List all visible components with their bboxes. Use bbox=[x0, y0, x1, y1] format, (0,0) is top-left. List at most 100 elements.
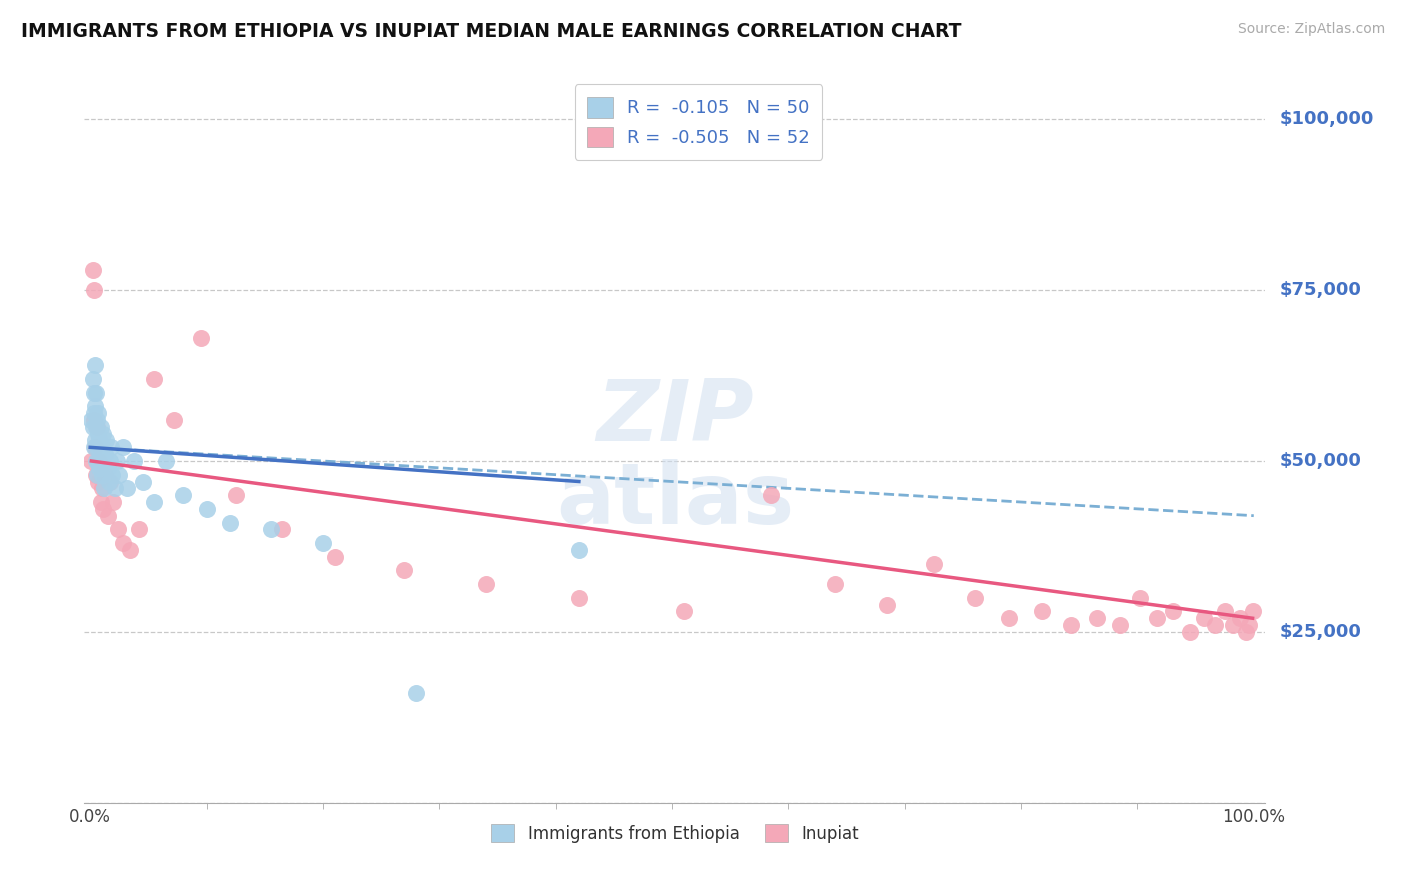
Point bbox=[91, 426, 114, 441]
Point bbox=[83, 434, 105, 448]
Point bbox=[87, 475, 110, 489]
Point bbox=[84, 467, 107, 482]
Point bbox=[143, 495, 166, 509]
Point bbox=[117, 481, 139, 495]
Point bbox=[259, 522, 281, 536]
Point bbox=[100, 440, 122, 454]
Point bbox=[89, 460, 111, 475]
Point bbox=[131, 475, 153, 489]
Point bbox=[83, 359, 105, 373]
Point bbox=[1192, 611, 1215, 625]
Point bbox=[83, 400, 105, 414]
Point bbox=[90, 495, 112, 509]
Point bbox=[163, 413, 186, 427]
Point bbox=[1204, 618, 1226, 632]
Point bbox=[90, 440, 112, 454]
Point bbox=[83, 440, 105, 454]
Point bbox=[90, 420, 112, 434]
Point bbox=[86, 413, 108, 427]
Point bbox=[1163, 604, 1185, 618]
Text: $100,000: $100,000 bbox=[1279, 111, 1374, 128]
Point bbox=[195, 501, 218, 516]
Point bbox=[86, 420, 108, 434]
Point bbox=[1146, 611, 1168, 625]
Point bbox=[963, 591, 986, 605]
Point bbox=[271, 522, 294, 536]
Point bbox=[86, 467, 108, 482]
Point bbox=[218, 516, 240, 530]
Point bbox=[225, 488, 247, 502]
Point bbox=[97, 508, 120, 523]
Point bbox=[83, 385, 105, 400]
Point bbox=[104, 481, 127, 495]
Point bbox=[97, 460, 120, 475]
Point bbox=[84, 420, 107, 434]
Point bbox=[98, 454, 121, 468]
Point bbox=[1213, 604, 1236, 618]
Point bbox=[876, 598, 898, 612]
Point bbox=[101, 467, 124, 482]
Point bbox=[84, 454, 107, 468]
Point bbox=[90, 447, 112, 461]
Point bbox=[107, 522, 129, 536]
Text: $25,000: $25,000 bbox=[1279, 623, 1361, 641]
Point bbox=[91, 501, 114, 516]
Point bbox=[94, 447, 117, 461]
Point bbox=[1109, 618, 1132, 632]
Text: Source: ZipAtlas.com: Source: ZipAtlas.com bbox=[1237, 22, 1385, 37]
Point bbox=[111, 440, 134, 454]
Point bbox=[312, 536, 335, 550]
Point bbox=[1229, 611, 1251, 625]
Point bbox=[1234, 624, 1257, 639]
Text: IMMIGRANTS FROM ETHIOPIA VS INUPIAT MEDIAN MALE EARNINGS CORRELATION CHART: IMMIGRANTS FROM ETHIOPIA VS INUPIAT MEDI… bbox=[21, 22, 962, 41]
Point bbox=[82, 262, 104, 277]
Point bbox=[111, 536, 134, 550]
Point bbox=[83, 283, 105, 297]
Point bbox=[922, 557, 945, 571]
Point bbox=[1237, 618, 1260, 632]
Point bbox=[405, 686, 427, 700]
Point bbox=[124, 454, 146, 468]
Point bbox=[118, 542, 141, 557]
Point bbox=[323, 549, 346, 564]
Point bbox=[87, 454, 110, 468]
Point bbox=[94, 467, 117, 482]
Text: $75,000: $75,000 bbox=[1279, 281, 1361, 299]
Text: atlas: atlas bbox=[555, 459, 794, 542]
Point bbox=[90, 481, 112, 495]
Point bbox=[83, 406, 105, 420]
Point bbox=[83, 413, 105, 427]
Point bbox=[89, 454, 111, 468]
Point bbox=[672, 604, 695, 618]
Point bbox=[108, 467, 131, 482]
Point bbox=[83, 440, 105, 454]
Point bbox=[155, 454, 177, 468]
Text: ZIP: ZIP bbox=[596, 376, 754, 459]
Point bbox=[190, 331, 212, 345]
Point bbox=[172, 488, 194, 502]
Point bbox=[1129, 591, 1152, 605]
Point bbox=[1241, 604, 1264, 618]
Point bbox=[1085, 611, 1108, 625]
Point bbox=[1031, 604, 1053, 618]
Point bbox=[759, 488, 782, 502]
Legend: Immigrants from Ethiopia, Inupiat: Immigrants from Ethiopia, Inupiat bbox=[484, 818, 866, 849]
Point bbox=[1222, 618, 1244, 632]
Point bbox=[103, 495, 125, 509]
Point bbox=[82, 420, 104, 434]
Point bbox=[568, 591, 591, 605]
Point bbox=[91, 454, 114, 468]
Point bbox=[128, 522, 150, 536]
Point bbox=[394, 563, 416, 577]
Point bbox=[87, 406, 110, 420]
Point bbox=[568, 542, 591, 557]
Point bbox=[86, 440, 108, 454]
Point bbox=[105, 454, 128, 468]
Point bbox=[87, 426, 110, 441]
Point bbox=[1178, 624, 1201, 639]
Point bbox=[93, 481, 115, 495]
Point bbox=[90, 467, 112, 482]
Point bbox=[89, 434, 111, 448]
Point bbox=[80, 413, 103, 427]
Point bbox=[80, 454, 103, 468]
